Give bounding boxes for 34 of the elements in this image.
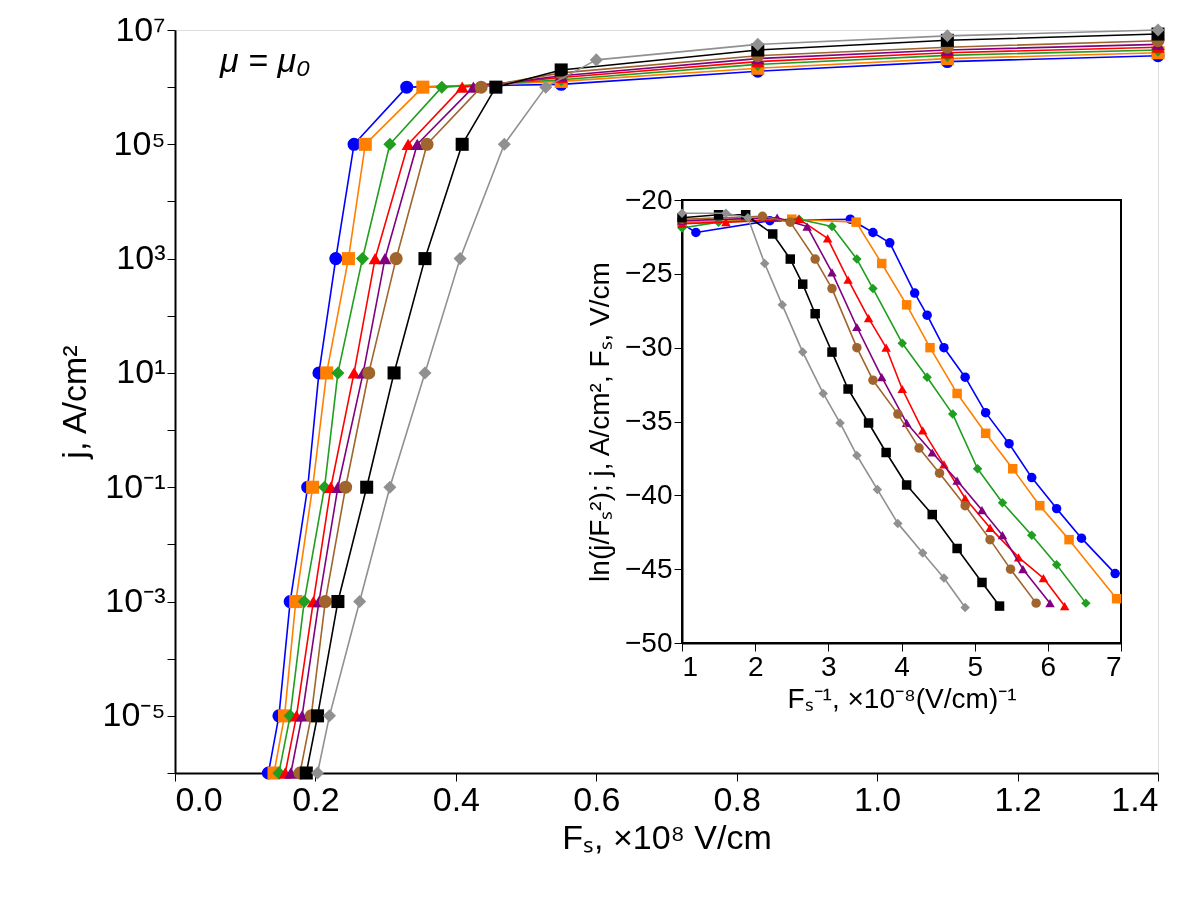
x-tick-label: 4 <box>894 650 910 682</box>
x-tick-label: 2 <box>747 650 764 682</box>
y-tick-label: −20 <box>625 183 673 215</box>
x-tick-label: 0.0 <box>175 779 223 818</box>
x-tick-label: 1.4 <box>1111 779 1159 818</box>
x-tick-label: 0.6 <box>573 779 621 818</box>
x-tick-label: 6 <box>1040 650 1057 682</box>
x-tick-label: 1.2 <box>994 779 1042 818</box>
y-tick-label: −35 <box>625 405 673 436</box>
y-tick-label: −50 <box>625 626 673 658</box>
y-tick-label: 10⁻⁵ <box>102 695 166 734</box>
x-tick-label: 0.2 <box>292 779 340 818</box>
x-axis-title: Fₛ, ×10⁸ V/cm <box>562 817 772 856</box>
y-tick-label: 10¹ <box>116 352 166 391</box>
x-axis-title: Fₛ⁻¹, ×10⁻⁸(V/cm)⁻¹ <box>787 682 1017 714</box>
x-tick-label: 5 <box>967 650 983 682</box>
x-tick-label: 3 <box>821 650 837 682</box>
y-tick-label: 10³ <box>116 238 166 277</box>
annotation: μ = μ₀ <box>219 41 311 79</box>
y-tick-label: 10⁻³ <box>105 581 166 620</box>
x-tick-label: 0.8 <box>713 779 761 818</box>
y-tick-label: 10⁵ <box>113 123 166 162</box>
y-tick-label: −25 <box>625 257 673 289</box>
y-tick-label: −40 <box>625 478 673 510</box>
y-axis-title: ln(j/Fₛ²); j, A/cm², Fₛ, V/cm <box>584 262 615 582</box>
y-tick-label: 10⁻¹ <box>105 466 166 505</box>
y-tick-label: −45 <box>625 552 673 584</box>
y-axis-title: j, A/cm² <box>54 345 93 460</box>
x-tick-label: 7 <box>1105 650 1122 682</box>
y-tick-label: −30 <box>625 331 673 363</box>
x-tick-label: 1 <box>682 650 699 682</box>
x-tick-label: 1.0 <box>854 779 902 818</box>
x-tick-label: 0.4 <box>432 779 480 818</box>
y-tick-label: 10⁷ <box>115 9 166 48</box>
